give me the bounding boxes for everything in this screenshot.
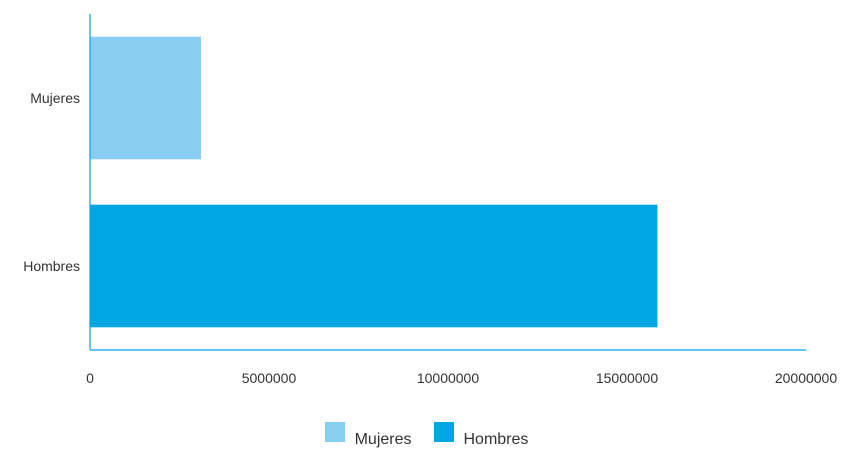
legend-label-hombres: Hombres	[463, 431, 529, 448]
bar-mujeres	[90, 36, 201, 160]
x-tick-label: 20000000	[775, 370, 838, 386]
category-labels: Mujeres Hombres	[23, 90, 80, 274]
x-tick-label: 15000000	[596, 370, 659, 386]
legend-item-mujeres: Mujeres	[324, 422, 412, 450]
bars-group	[90, 36, 658, 328]
x-tick-labels: 0 5000000 10000000 15000000 20000000	[86, 370, 837, 386]
legend-swatch-hombres	[433, 422, 454, 442]
legend-swatch-mujeres	[324, 422, 345, 442]
legend-label-mujeres: Mujeres	[354, 431, 412, 448]
x-tick-label: 0	[86, 370, 94, 386]
legend: Mujeres Hombres	[0, 422, 853, 448]
bar-hombres	[90, 204, 658, 328]
category-label-hombres: Hombres	[23, 258, 80, 274]
x-tick-label: 10000000	[417, 370, 480, 386]
legend-item-hombres: Hombres	[433, 422, 529, 450]
category-label-mujeres: Mujeres	[30, 90, 80, 106]
bar-chart: Mujeres Hombres 0 5000000 10000000 15000000 2…	[23, 14, 837, 386]
x-tick-label: 5000000	[242, 370, 297, 386]
